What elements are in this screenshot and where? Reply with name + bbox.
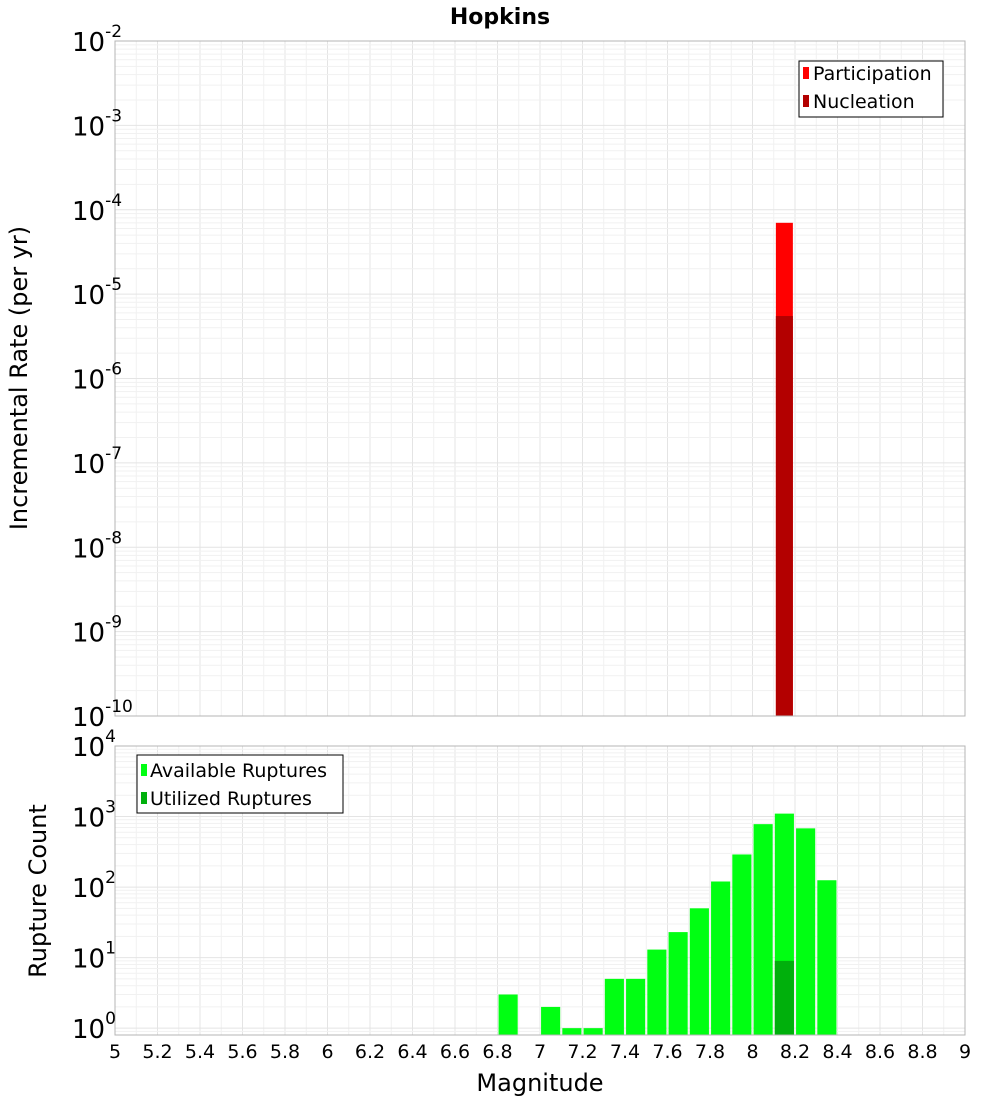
x-tick-label: 5.8 (270, 1041, 300, 1063)
y-tick-label: 10-6 (72, 360, 122, 396)
y-tick-label: 102 (72, 868, 116, 904)
bar-available (817, 880, 837, 1035)
y-tick-label: 103 (72, 798, 116, 834)
x-tick-label: 6 (321, 1041, 333, 1063)
legend-label-available: Available Ruptures (150, 760, 327, 782)
bar-available (541, 1006, 561, 1035)
legend-label-utilized: Utilized Ruptures (150, 788, 312, 810)
legend-swatch-available (141, 764, 147, 776)
x-axis-label: Magnitude (476, 1069, 603, 1097)
bottom-legend: Available Ruptures Utilized Ruptures (136, 754, 344, 814)
bar-nucleation (775, 316, 793, 716)
x-tick-label: 5.4 (185, 1041, 215, 1063)
y-tick-label: 10-10 (72, 697, 133, 733)
legend-swatch-utilized (141, 792, 147, 804)
x-tick-labels: 5 5.2 5.4 5.6 5.8 6 6.2 6.4 6.6 6.8 7 7.2 7.4 7.6 7.8 8… (109, 1041, 971, 1063)
y-tick-label: 10-2 (72, 22, 122, 58)
bar-available (668, 932, 688, 1035)
bottom-panel: 100 101 102 103 104 5 5.2 5.4 5.6 5.8 6 6.2 6.4 6.6 6… (24, 727, 971, 1097)
x-tick-label: 8.2 (780, 1041, 810, 1063)
bar-available (498, 994, 518, 1035)
x-tick-label: 5.6 (227, 1041, 257, 1063)
y-tick-label: 101 (72, 939, 116, 975)
bar-available (796, 828, 816, 1035)
top-legend-box (798, 60, 944, 118)
x-tick-label: 7.8 (695, 1041, 725, 1063)
bar-available (732, 854, 752, 1035)
chart-title: Hopkins (450, 5, 550, 30)
x-tick-label: 8.8 (907, 1041, 937, 1063)
bar-available (604, 978, 624, 1035)
bar-available (689, 908, 709, 1035)
y-tick-label: 10-9 (72, 613, 122, 649)
x-tick-label: 9 (959, 1041, 971, 1063)
x-tick-label: 8.6 (865, 1041, 895, 1063)
bar-available (583, 1028, 603, 1035)
top-y-axis-label: Incremental Rate (per yr) (5, 226, 33, 530)
bottom-y-tick-labels: 100 101 102 103 104 (72, 727, 116, 1045)
top-gridlines (114, 40, 966, 717)
x-tick-label: 5.2 (142, 1041, 172, 1063)
x-tick-label: 5 (109, 1041, 121, 1063)
x-tick-label: 6.8 (482, 1041, 512, 1063)
y-tick-label: 10-3 (72, 106, 122, 142)
x-tick-label: 7 (534, 1041, 546, 1063)
legend-swatch-participation (803, 67, 809, 79)
bar-utilized (774, 960, 794, 1035)
top-y-tick-labels: 10-10 10-9 10-8 10-7 10-6 10-5 10-4 10-3 10-2 (72, 22, 133, 733)
bar-available (626, 978, 646, 1035)
top-bars (775, 222, 793, 716)
top-panel: 10-10 10-9 10-8 10-7 10-6 10-5 10-4 10-3 10-2 In… (5, 22, 966, 733)
bottom-legend-box (136, 754, 344, 814)
y-tick-label: 10-8 (72, 528, 122, 564)
x-tick-label: 7.4 (610, 1041, 640, 1063)
y-tick-label: 10-4 (72, 191, 122, 227)
y-tick-label: 104 (72, 727, 116, 763)
bottom-y-axis-label: Rupture Count (24, 804, 52, 978)
legend-label-participation: Participation (813, 63, 932, 85)
x-tick-label: 8.4 (822, 1041, 852, 1063)
y-tick-label: 10-5 (72, 275, 122, 311)
x-tick-label: 6.6 (440, 1041, 470, 1063)
x-tick-label: 6.2 (355, 1041, 385, 1063)
legend-label-nucleation: Nucleation (813, 91, 915, 113)
x-tick-label: 6.4 (397, 1041, 427, 1063)
top-plot-frame (114, 40, 966, 717)
x-tick-label: 7.2 (567, 1041, 597, 1063)
x-tick-label: 8 (746, 1041, 758, 1063)
bar-available (711, 881, 731, 1035)
x-tick-label: 7.6 (652, 1041, 682, 1063)
y-tick-label: 100 (72, 1009, 116, 1045)
legend-swatch-nucleation (803, 95, 809, 107)
bottom-plot-frame (114, 745, 966, 1036)
y-tick-label: 10-7 (72, 444, 122, 480)
bar-available (562, 1028, 582, 1035)
bottom-bars (498, 813, 837, 1035)
bar-available (647, 949, 667, 1035)
bar-available (753, 824, 773, 1035)
top-legend: Participation Nucleation (798, 60, 944, 118)
